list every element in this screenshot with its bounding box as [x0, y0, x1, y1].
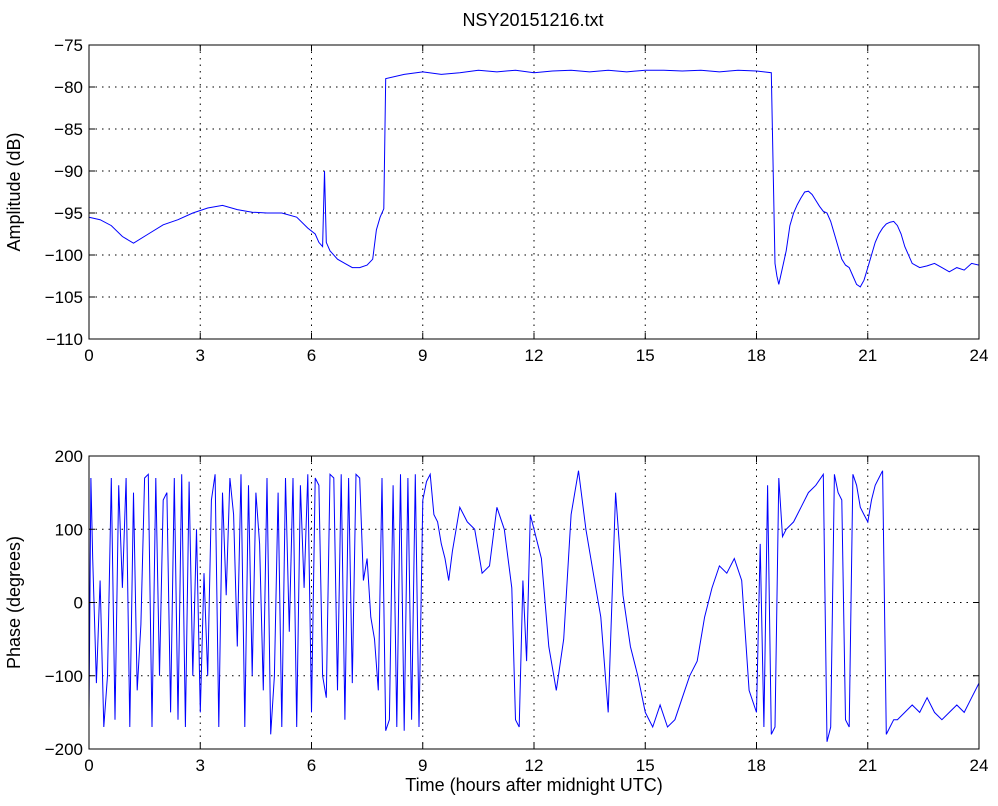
phase-y-tick-label: −200 — [45, 740, 83, 759]
phase-x-tick-label: 12 — [525, 756, 544, 775]
amplitude-y-tick-label: −80 — [54, 78, 83, 97]
phase-x-tick-label: 9 — [418, 756, 427, 775]
phase-x-tick-label: 3 — [196, 756, 205, 775]
phase-x-tick-label: 18 — [747, 756, 766, 775]
amplitude-y-tick-label: −90 — [54, 162, 83, 181]
amplitude-y-tick-label: −95 — [54, 204, 83, 223]
amplitude-y-tick-label: −110 — [46, 330, 83, 349]
amplitude-x-tick-label: 9 — [418, 346, 427, 365]
amplitude-x-tick-label: 3 — [196, 346, 205, 365]
amplitude-panel: 0 3 6 9 12 15 18 21 24 −110 −105 −100 −95 −90 −85 −80 −7… — [4, 36, 988, 365]
phase-x-tick-label: 0 — [84, 756, 93, 775]
phase-x-tick-label: 15 — [636, 756, 655, 775]
phase-x-tick-label: 21 — [858, 756, 877, 775]
phase-x-tick-label: 24 — [970, 756, 989, 775]
chart-title: NSY20151216.txt — [462, 10, 603, 30]
amplitude-x-tick-label: 24 — [970, 346, 989, 365]
amplitude-x-tick-label: 15 — [636, 346, 655, 365]
amplitude-x-tick-label: 18 — [747, 346, 766, 365]
amplitude-x-tick-label: 21 — [858, 346, 877, 365]
phase-series-line — [88, 470, 980, 742]
phase-x-axis-label: Time (hours after midnight UTC) — [405, 775, 662, 795]
phase-y-tick-label: 200 — [55, 447, 83, 466]
amplitude-y-tick-label: −100 — [45, 246, 83, 265]
amplitude-y-tick-label: −105 — [45, 288, 83, 307]
phase-x-tick-label: 6 — [307, 756, 316, 775]
amplitude-y-tick-label: −75 — [54, 36, 83, 55]
phase-y-tick-label: 100 — [55, 520, 83, 539]
amplitude-series-line — [88, 69, 980, 288]
amplitude-x-tick-label: 12 — [525, 346, 544, 365]
phase-y-tick-label: 0 — [74, 594, 83, 613]
amplitude-x-tick-label: 6 — [307, 346, 316, 365]
phase-y-tick-label: −100 — [45, 667, 83, 686]
phase-panel: 0 3 6 9 12 15 18 21 24 −200 −100 0 100 200 Phase (degr… — [4, 447, 988, 795]
amplitude-y-tick-label: −85 — [54, 120, 83, 139]
amplitude-y-axis-label: Amplitude (dB) — [4, 132, 24, 251]
amplitude-x-tick-label: 0 — [84, 346, 93, 365]
phase-y-axis-label: Phase (degrees) — [4, 536, 24, 669]
